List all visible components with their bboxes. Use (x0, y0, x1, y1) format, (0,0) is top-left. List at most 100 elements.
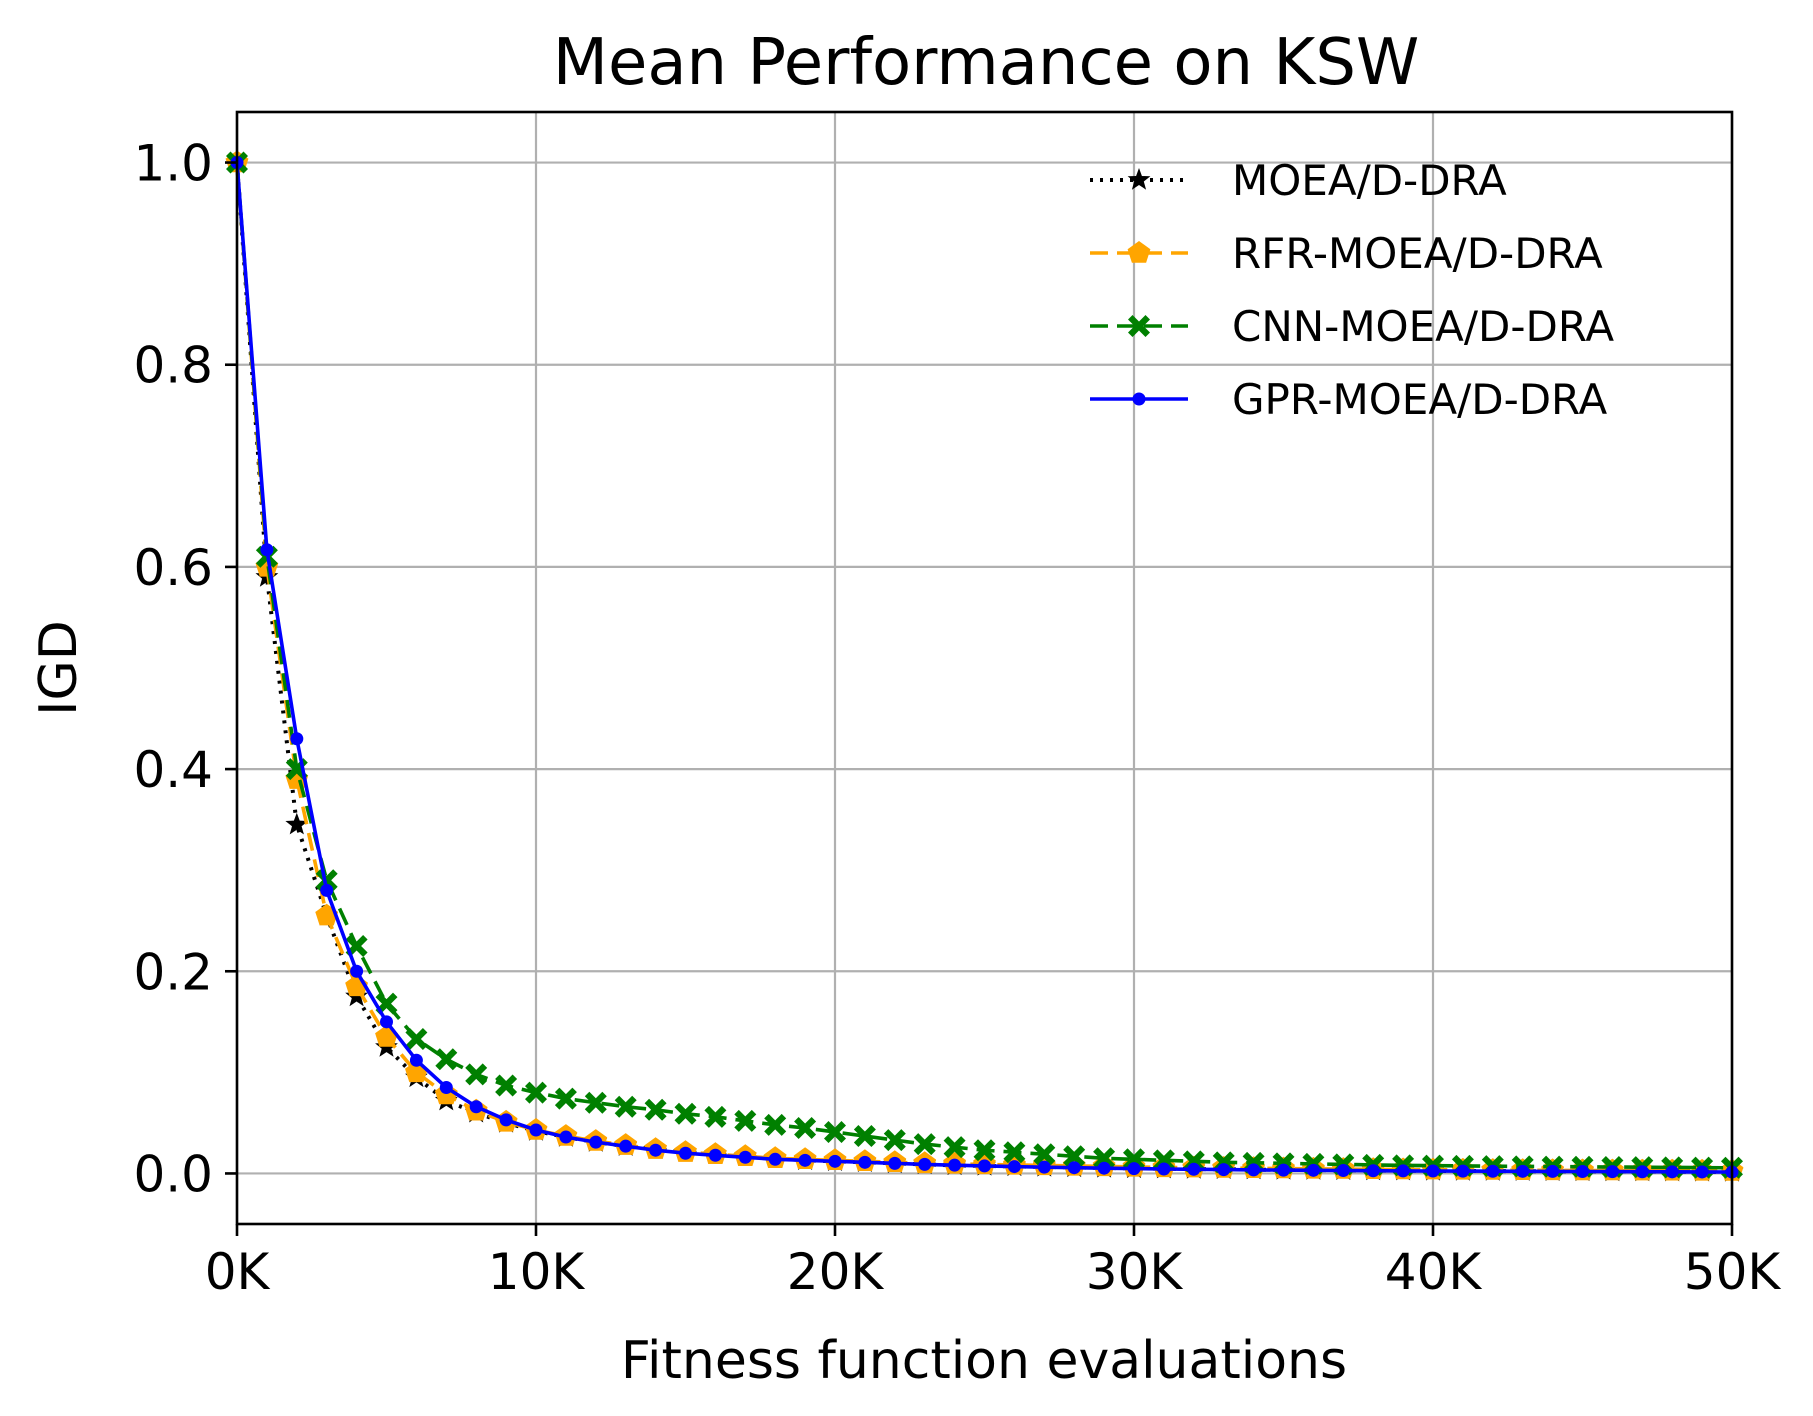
data-point (1007, 1160, 1021, 1174)
data-point (439, 1081, 453, 1095)
legend-marker (1132, 392, 1146, 406)
x-tick-label: 40K (1385, 1243, 1483, 1301)
data-point (315, 869, 338, 892)
data-point (405, 1028, 428, 1051)
data-point (798, 1153, 812, 1167)
x-axis-label: Fitness function evaluations (621, 1331, 1347, 1391)
data-point (734, 1109, 757, 1132)
data-point (285, 812, 309, 835)
legend-item: MOEA/D-DRA (1090, 156, 1507, 205)
data-point (1003, 1141, 1026, 1164)
data-point (584, 1091, 607, 1114)
x-tick-label: 20K (787, 1243, 885, 1301)
data-point (828, 1154, 842, 1168)
data-point (495, 1074, 518, 1097)
y-tick-label: 0.6 (133, 539, 213, 597)
data-point (1127, 1162, 1141, 1176)
legend: MOEA/D-DRA RFR-MOEA/D-DRA CNN-MOEA/D-DRA GP… (1090, 156, 1614, 424)
data-point (1217, 1163, 1231, 1177)
axis-ticks: 0K 10K 20K 30K 40K 50K 0.0 0.2 0.4 0.6 0.8 1.0 (133, 135, 1781, 1301)
data-point (708, 1148, 722, 1162)
data-point (529, 1123, 543, 1137)
data-point (918, 1157, 932, 1171)
data-point (435, 1048, 458, 1071)
data-point (888, 1156, 902, 1170)
data-point (1157, 1162, 1171, 1176)
data-point (559, 1130, 573, 1144)
chart-title: Mean Performance on KSW (553, 26, 1420, 100)
data-point (644, 1098, 667, 1121)
data-point (554, 1087, 577, 1110)
data-point (260, 543, 274, 557)
data-point (1037, 1160, 1051, 1174)
data-point (1097, 1161, 1111, 1175)
data-point (465, 1063, 488, 1086)
legend-label: MOEA/D-DRA (1232, 156, 1507, 205)
legend-label: CNN-MOEA/D-DRA (1232, 302, 1614, 351)
data-point (679, 1146, 692, 1160)
data-point (1396, 1164, 1410, 1178)
data-point (853, 1125, 876, 1148)
data-point (883, 1129, 906, 1152)
data-point (1546, 1164, 1560, 1178)
data-point (943, 1136, 966, 1159)
legend-label: GPR-MOEA/D-DRA (1232, 375, 1608, 424)
data-point (1605, 1165, 1619, 1179)
data-point (469, 1100, 483, 1114)
data-point (589, 1135, 603, 1149)
series-gpr-moea-d-dra (230, 156, 1739, 1179)
data-point (824, 1121, 846, 1144)
data-point (499, 1113, 513, 1127)
data-point (1277, 1163, 1290, 1177)
grid (235, 112, 1734, 1224)
data-point (320, 883, 334, 897)
data-point (409, 1053, 423, 1067)
legend-label: RFR-MOEA/D-DRA (1232, 229, 1603, 278)
data-point (1033, 1143, 1056, 1166)
data-point (948, 1158, 962, 1172)
data-point (764, 1113, 787, 1136)
data-point (290, 732, 304, 746)
data-point (1426, 1164, 1440, 1178)
data-point (1063, 1145, 1086, 1168)
data-point (350, 964, 364, 978)
data-point (794, 1116, 817, 1139)
y-tick-label: 0.0 (133, 1145, 213, 1203)
data-point (704, 1105, 727, 1128)
data-point (1695, 1165, 1709, 1179)
legend-marker (1127, 168, 1151, 190)
data-point (973, 1139, 996, 1162)
data-point (1456, 1164, 1470, 1178)
y-axis-label: IGD (29, 620, 89, 716)
legend-item: GPR-MOEA/D-DRA (1090, 375, 1608, 424)
data-point (1486, 1164, 1500, 1178)
data-point (1635, 1165, 1649, 1179)
data-point (858, 1155, 872, 1169)
y-tick-label: 1.0 (133, 135, 213, 193)
data-point (674, 1102, 697, 1125)
data-point (1093, 1147, 1116, 1170)
data-point (1067, 1161, 1081, 1175)
data-point (913, 1133, 936, 1156)
data-point (1187, 1162, 1201, 1176)
data-point (619, 1139, 633, 1153)
legend-marker (1127, 241, 1151, 263)
data-point (1306, 1163, 1320, 1177)
data-point (525, 1081, 547, 1104)
data-point (649, 1143, 663, 1157)
data-point (738, 1150, 752, 1164)
data-point (1516, 1164, 1530, 1178)
data-point (1247, 1163, 1261, 1177)
y-tick-label: 0.8 (133, 337, 213, 395)
data-point (1123, 1148, 1145, 1171)
data-point (768, 1152, 782, 1166)
data-point (1576, 1165, 1589, 1179)
legend-item: RFR-MOEA/D-DRA (1090, 229, 1603, 278)
plot-frame (235, 110, 1734, 1226)
x-tick-label: 10K (488, 1243, 586, 1301)
x-tick-label: 30K (1086, 1243, 1184, 1301)
data-point (614, 1095, 637, 1118)
data-point (1366, 1164, 1380, 1178)
data-point (978, 1159, 991, 1173)
